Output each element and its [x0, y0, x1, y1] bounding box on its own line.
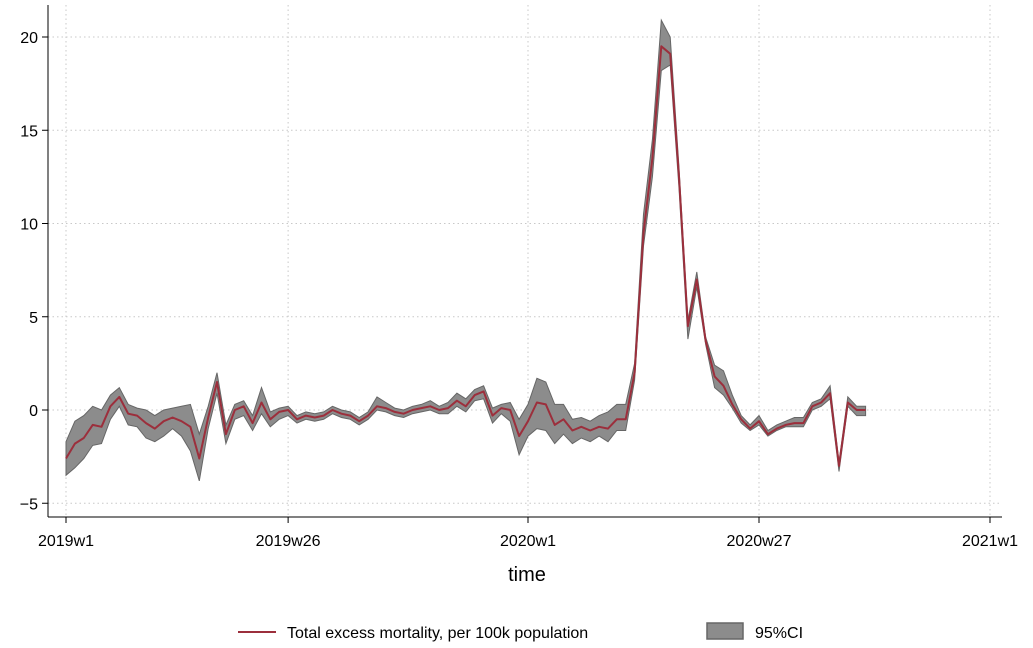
- x-tick-label: 2020w27: [727, 533, 792, 550]
- y-tick-label: −5: [20, 496, 38, 513]
- y-tick-label: 10: [20, 217, 38, 234]
- legend-label-ci: 95%CI: [755, 625, 803, 642]
- y-tick-label: 5: [29, 310, 38, 327]
- x-tick-label: 2021w1: [962, 533, 1018, 550]
- legend-label-series: Total excess mortality, per 100k populat…: [287, 625, 588, 642]
- y-ticks: −5 0 5 10 15 20: [20, 30, 48, 513]
- y-tick-label: 20: [20, 30, 38, 47]
- series-line-layer: [65, 45, 866, 467]
- legend: Total excess mortality, per 100k populat…: [238, 622, 803, 642]
- confidence-band-layer: [65, 18, 867, 482]
- x-tick-label: 2020w1: [500, 533, 556, 550]
- x-axis-title: time: [508, 564, 546, 586]
- series-line-excess-mortality: [65, 45, 866, 467]
- axes: [47, 5, 1002, 518]
- x-tick-label: 2019w1: [38, 533, 94, 550]
- x-ticks: 2019w1 2019w26 2020w1 2020w27 2021w1: [38, 517, 1018, 550]
- ci-band-area: [65, 18, 867, 482]
- y-tick-label: 15: [20, 123, 38, 140]
- y-tick-label: 0: [29, 403, 38, 420]
- legend-ci-swatch: [706, 622, 744, 640]
- x-tick-label: 2019w26: [256, 533, 321, 550]
